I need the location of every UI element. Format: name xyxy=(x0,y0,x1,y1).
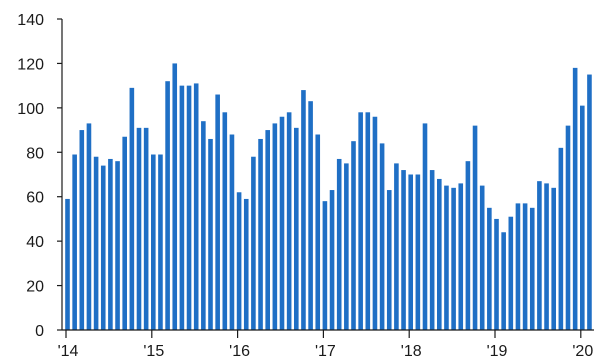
bar-2019-07 xyxy=(537,181,542,330)
bar-2015-12 xyxy=(229,134,235,330)
bar-2018-08 xyxy=(458,183,464,330)
bar-2018-05 xyxy=(437,178,442,330)
bar-2016-12 xyxy=(315,134,321,330)
y-tick-label: 120 xyxy=(17,56,44,73)
bar-2014-09 xyxy=(122,136,127,330)
bar-2018-03 xyxy=(422,123,428,330)
bar-2017-04 xyxy=(344,163,349,330)
bar-2017-03 xyxy=(336,158,342,330)
bar-2015-11 xyxy=(222,112,228,330)
x-tick-label: '19 xyxy=(487,343,508,359)
bar-2019-02 xyxy=(501,232,506,330)
bar-2016-11 xyxy=(308,101,313,330)
y-axis-ticks: 0 20 40 60 80 100 120 140 xyxy=(17,12,62,340)
bar-2014-08 xyxy=(115,161,120,330)
bar-2019-06 xyxy=(529,207,535,330)
bar-2019-12 xyxy=(572,67,578,331)
bar-2014-03 xyxy=(79,130,85,330)
bar-2020-01 xyxy=(580,105,585,330)
bar-2017-12 xyxy=(401,170,406,330)
bar-2018-06 xyxy=(444,185,449,330)
bar-2018-01 xyxy=(408,174,413,330)
y-tick-label: 0 xyxy=(35,323,44,340)
bar-2018-02 xyxy=(415,174,421,330)
bar-2017-10 xyxy=(386,190,392,330)
bar-2016-02 xyxy=(243,198,249,330)
y-tick-label: 80 xyxy=(26,145,44,162)
bar-2014-06 xyxy=(100,165,106,330)
bar-2016-04 xyxy=(258,138,263,330)
y-tick-label: 60 xyxy=(26,190,44,207)
x-tick-label: '16 xyxy=(229,343,250,359)
bar-2016-01 xyxy=(236,192,242,330)
bar-2017-08 xyxy=(372,116,378,331)
bar-2015-09 xyxy=(208,138,213,330)
bar-2016-08 xyxy=(286,112,292,330)
bar-2016-05 xyxy=(265,130,270,330)
bar-2015-03 xyxy=(165,81,170,330)
bar-2019-11 xyxy=(565,125,571,330)
bar-2019-10 xyxy=(558,147,564,330)
y-tick-label: 100 xyxy=(17,101,44,118)
bar-2016-03 xyxy=(251,156,256,330)
x-tick-label: '18 xyxy=(401,343,422,359)
bar-2014-12 xyxy=(143,127,149,330)
bar-2015-07 xyxy=(193,83,199,330)
bar-2018-09 xyxy=(465,161,471,330)
bar-2014-01 xyxy=(65,198,70,330)
y-tick-label: 40 xyxy=(26,234,44,251)
bar-2017-09 xyxy=(379,143,385,330)
bar-2014-05 xyxy=(93,156,99,330)
bar-2015-10 xyxy=(215,94,220,330)
x-tick-label: '20 xyxy=(572,343,593,359)
bar-2019-03 xyxy=(508,216,514,330)
bar-2018-10 xyxy=(472,125,478,330)
bar-2015-06 xyxy=(186,85,192,330)
x-tick-label: '17 xyxy=(315,343,336,359)
bar-2017-07 xyxy=(365,112,371,330)
bar-2014-10 xyxy=(129,87,135,330)
bar-2014-04 xyxy=(86,123,92,330)
bar-2014-02 xyxy=(72,154,77,330)
bar-2014-11 xyxy=(136,127,142,330)
bar-2019-05 xyxy=(522,203,528,330)
bar-2018-07 xyxy=(451,187,456,330)
bar-2019-09 xyxy=(551,187,556,330)
bar-2015-01 xyxy=(151,154,156,330)
bar-2017-01 xyxy=(322,201,328,330)
bar-2015-08 xyxy=(201,121,206,330)
bar-2017-06 xyxy=(358,112,363,330)
bar-2017-05 xyxy=(351,141,356,330)
bar-2018-04 xyxy=(429,170,435,330)
x-tick-label: '15 xyxy=(143,343,164,359)
bar-2016-07 xyxy=(279,116,285,331)
bar-2016-09 xyxy=(294,127,299,330)
x-tick-label: '14 xyxy=(58,343,79,359)
bar-2014-07 xyxy=(108,158,113,330)
bar-2018-12 xyxy=(487,207,492,330)
x-axis-ticks: '14 '15 '16 '17 '18 '19 '20 xyxy=(58,330,593,359)
y-tick-label: 140 xyxy=(17,12,44,29)
bar-2017-11 xyxy=(394,163,399,330)
bar-2019-08 xyxy=(544,183,549,330)
bar-2020-02 xyxy=(587,74,592,330)
bar-2019-01 xyxy=(494,218,499,330)
bar-2016-10 xyxy=(301,90,306,330)
bar-2018-11 xyxy=(479,185,485,330)
bar-2016-06 xyxy=(272,123,278,330)
bar-2017-02 xyxy=(329,190,335,330)
bar-2019-04 xyxy=(515,203,521,330)
bars xyxy=(65,63,592,331)
y-tick-label: 20 xyxy=(26,279,44,296)
bar-2015-04 xyxy=(172,63,178,331)
bar-2015-05 xyxy=(179,85,185,330)
bar-2015-02 xyxy=(158,154,163,330)
